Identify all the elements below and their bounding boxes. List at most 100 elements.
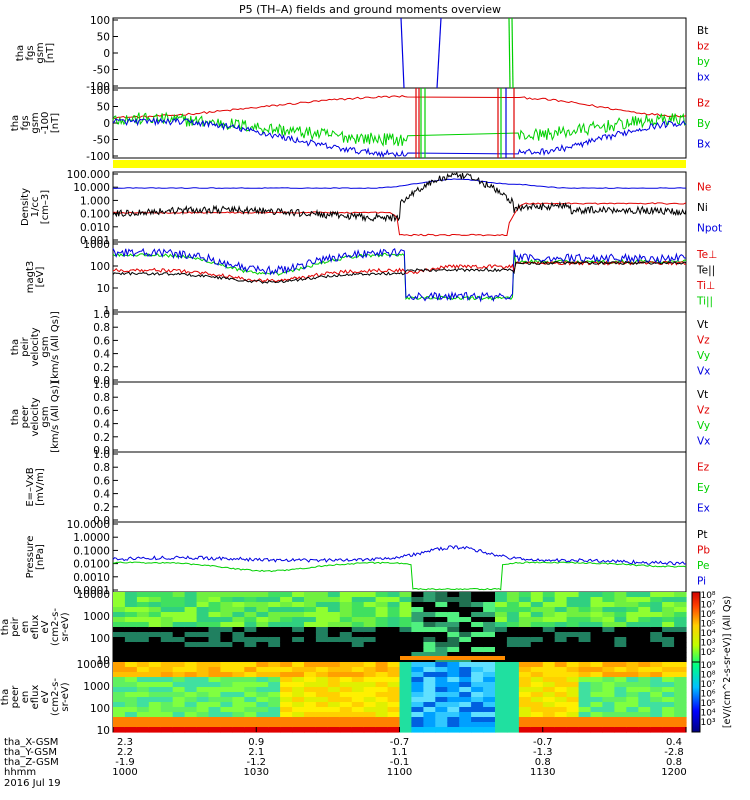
electron-spectrogram-cell (518, 677, 532, 683)
electron-spectrogram-cell (304, 667, 317, 673)
ion-spectrogram-cell (518, 622, 532, 628)
electron-spectrogram-cell (626, 702, 639, 708)
electron-spectrogram-cell (399, 682, 412, 688)
ion-spectrogram-cell (196, 612, 210, 618)
electron-spectrogram-cell (530, 707, 544, 713)
ion-spectrogram-cell (638, 652, 651, 658)
y-axis-label: peir (10, 616, 21, 636)
ion-spectrogram-cell (268, 637, 281, 643)
y-tick-label: 0.4 (93, 489, 110, 501)
ion-spectrogram-cell (136, 642, 150, 648)
y-tick-label: 1.0 (93, 379, 110, 391)
ion-spectrogram-cell (208, 657, 221, 663)
ion-spectrogram-cell (483, 637, 496, 643)
ion-spectrogram-cell (280, 652, 293, 658)
ion-spectrogram-cell (626, 637, 639, 643)
electron-spectrogram-cell (280, 707, 293, 713)
ion-spectrogram-cell (495, 597, 508, 603)
ion-spectrogram-cell (327, 597, 341, 603)
ion-spectrogram-cell (208, 642, 221, 648)
electron-spectrogram-cell (662, 722, 675, 728)
ion-spectrogram-cell (471, 602, 484, 608)
ion-spectrogram-cell (662, 597, 675, 603)
electron-spectrogram-cell (578, 717, 592, 723)
ion-spectrogram-cell (554, 652, 568, 658)
ion-spectrogram-cell (542, 647, 556, 653)
electron-spectrogram-cell (148, 722, 162, 728)
electron-spectrogram-cell (590, 692, 603, 698)
electron-spectrogram-cell (292, 692, 305, 698)
electron-spectrogram-cell (411, 682, 424, 688)
electron-spectrogram-cell (148, 692, 162, 698)
electron-spectrogram-cell (447, 697, 460, 703)
ion-spectrogram-cell (650, 642, 663, 648)
electron-spectrogram-cell (518, 672, 532, 678)
electron-spectrogram-cell (471, 692, 484, 698)
x-axis-row-label: 2016 Jul 19 (4, 778, 61, 789)
y-axis-label: peir (20, 336, 31, 356)
electron-spectrogram-cell (387, 702, 401, 708)
electron-spectrogram-cell (435, 687, 448, 693)
electron-spectrogram-cell (268, 677, 281, 683)
electron-spectrogram-cell (148, 687, 162, 693)
ion-spectrogram-cell (614, 597, 627, 603)
electron-spectrogram-cell (554, 672, 568, 678)
electron-spectrogram-cell (542, 722, 556, 728)
ion-spectrogram-cell (256, 647, 269, 653)
electron-spectrogram-cell (495, 727, 508, 733)
electron-spectrogram-cell (614, 692, 627, 698)
ion-spectrogram-cell (244, 657, 257, 663)
electron-spectrogram-cell (136, 712, 150, 718)
quality-flag-bar (113, 160, 686, 168)
ion-spectrogram-cell (375, 652, 389, 658)
ion-spectrogram-cell (650, 597, 663, 603)
ion-spectrogram-cell (363, 627, 377, 633)
legend-entry: Pb (697, 544, 710, 556)
ion-spectrogram-cell (506, 627, 520, 633)
pi-trace (112, 545, 687, 566)
ion-spectrogram-cell (256, 632, 269, 638)
electron-spectrogram-cell (148, 727, 162, 733)
ion-spectrogram-cell (602, 632, 615, 638)
electron-spectrogram-cell (136, 672, 150, 678)
ion-spectrogram-cell (423, 652, 436, 658)
x-axis-value: 1130 (530, 767, 555, 778)
ion-spectrogram-cell (208, 652, 221, 658)
electron-spectrogram-cell (662, 677, 675, 683)
ion-spectrogram-cell (196, 642, 210, 648)
x-axis-value: 0.4 (666, 737, 682, 748)
ion-spectrogram-cell (232, 627, 245, 633)
ion-spectrogram-cell (530, 647, 544, 653)
electron-spectrogram-cell (554, 712, 568, 718)
electron-spectrogram-cell (351, 672, 365, 678)
y-tick-label: 0.0100 (73, 559, 110, 571)
electron-spectrogram-cell (423, 687, 436, 693)
electron-spectrogram-cell (363, 672, 377, 678)
electron-spectrogram-cell (626, 682, 639, 688)
electron-spectrogram-cell (518, 682, 532, 688)
ion-spectrogram-cell (196, 622, 210, 628)
electron-spectrogram-cell (411, 707, 424, 713)
ion-spectrogram-cell (184, 657, 198, 663)
electron-spectrogram-cell (363, 697, 377, 703)
electron-spectrogram-cell (387, 667, 401, 673)
electron-spectrogram-cell (518, 712, 532, 718)
electron-spectrogram-cell (232, 702, 245, 708)
ion-spectrogram-cell (530, 632, 544, 638)
electron-spectrogram-cell (232, 697, 245, 703)
y-tick-label: 0.100 (80, 209, 110, 221)
ion-spectrogram-cell (447, 612, 460, 618)
ion-spectrogram-cell (172, 592, 186, 598)
ion-spectrogram-cell (674, 617, 687, 623)
ion-spectrogram-cell (626, 627, 639, 633)
ion-spectrogram-cell (435, 622, 448, 628)
y-tick-label: 0.0001 (73, 585, 110, 597)
electron-spectrogram-cell (148, 717, 162, 723)
ion-spectrogram-cell (363, 632, 377, 638)
electron-spectrogram-cell (375, 677, 389, 683)
ion-spectrogram-cell (662, 627, 675, 633)
ion-spectrogram-cell (363, 617, 377, 623)
ion-spectrogram-cell (530, 597, 544, 603)
electron-spectrogram-cell (506, 702, 520, 708)
electron-spectrogram-cell (435, 677, 448, 683)
